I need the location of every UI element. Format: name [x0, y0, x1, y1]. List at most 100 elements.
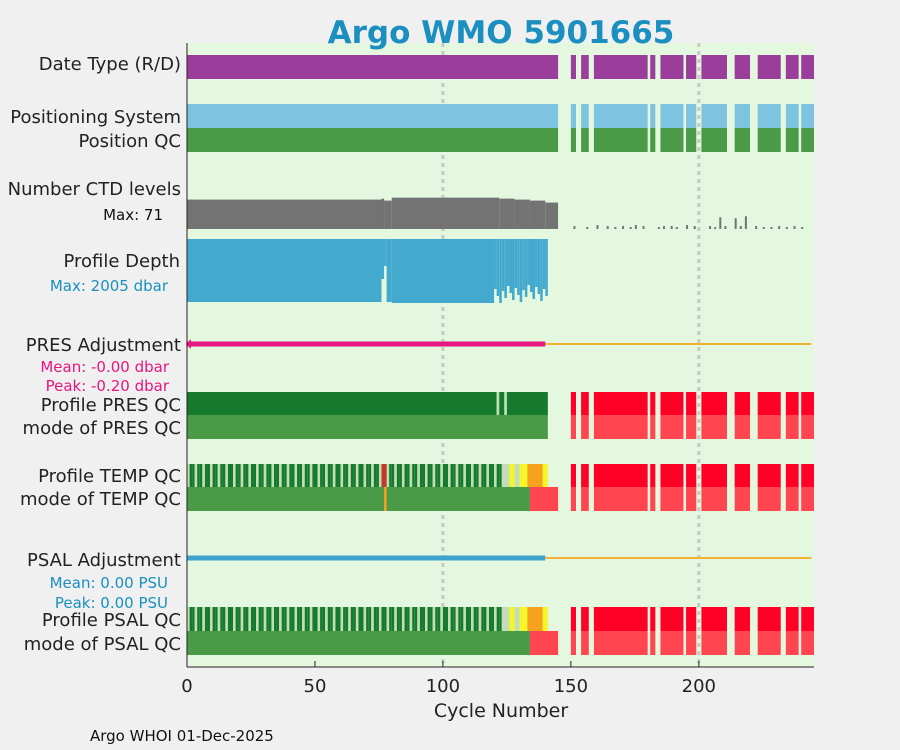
temp-profile-qc-bar	[314, 464, 318, 488]
psal-profile-qc-bar	[307, 607, 310, 631]
temp-profile-qc-bar	[488, 464, 492, 488]
psal-profile-qc-bar	[481, 607, 484, 631]
temp-profile-qc-bar	[261, 464, 264, 488]
temp-profile-qc-bar	[442, 464, 446, 488]
psal-profile-qc-bar	[340, 607, 344, 631]
temp-profile-qc-bar	[460, 464, 464, 488]
positioning-system-bar	[686, 104, 697, 128]
ctd-levels-point	[634, 225, 637, 229]
psal-profile-qc-bar	[304, 607, 308, 631]
temp-mode-qc-bar	[187, 487, 530, 511]
label-profile-psal-qc: Profile PSAL QC	[42, 610, 181, 631]
profile-depth-bar	[506, 239, 510, 286]
psal-profile-qc-bar	[363, 607, 367, 631]
psal-profile-qc-bar	[248, 607, 251, 631]
temp-profile-qc-bar	[412, 464, 415, 488]
temp-profile-qc-bar	[294, 464, 298, 488]
psal-profile-qc-bar	[345, 607, 349, 631]
psal-profile-qc-bar	[422, 607, 426, 631]
profile-depth-bar	[501, 239, 505, 291]
temp-mode-qc-bar	[660, 487, 684, 511]
label-profile-temp-qc: Profile TEMP QC	[38, 466, 181, 487]
temp-profile-qc-bar	[417, 464, 420, 488]
pres-profile-qc-bar	[506, 392, 548, 416]
pres-peak-label: Peak: -0.20 dbar	[46, 377, 170, 395]
temp-profile-qc-bar	[240, 464, 244, 488]
temp-profile-qc-bar	[499, 464, 502, 488]
temp-profile-qc-bar	[348, 464, 351, 488]
data-type-bar	[734, 55, 751, 79]
psal-profile-qc-bar	[468, 607, 472, 631]
position-qc-bar	[187, 128, 559, 152]
temp-profile-qc-bar	[455, 464, 459, 488]
temp-profile-qc-bar	[519, 464, 528, 488]
temp-mode-qc-bar	[701, 487, 727, 511]
temp-mode-qc-bar	[581, 487, 589, 511]
temp-profile-qc-bar	[343, 464, 346, 488]
profile-depth-bar	[512, 239, 515, 300]
psal-mode-qc-bar	[187, 631, 530, 655]
psal-profile-qc-bar	[366, 607, 369, 631]
temp-profile-qc-bar	[286, 464, 290, 488]
psal-profile-qc-bar	[450, 607, 454, 631]
psal-mean-label: Mean: 0.00 PSU	[50, 574, 168, 592]
temp-profile-qc-bar	[404, 464, 408, 488]
psal-profile-qc-bar	[268, 607, 272, 631]
ctd-levels-point	[755, 226, 758, 229]
profile-depth-bar	[509, 239, 513, 293]
pres-mode-qc-bar	[701, 415, 727, 439]
label-data-type: Date Type (R/D)	[39, 54, 181, 75]
x-tick-label-0: 0	[181, 676, 192, 697]
psal-profile-qc-bar	[355, 607, 359, 631]
temp-profile-qc-bar	[266, 464, 269, 488]
positioning-system-bar	[650, 104, 656, 128]
psal-profile-qc-bar	[235, 607, 239, 631]
temp-profile-qc-bar	[514, 464, 520, 488]
psal-mode-qc-bar	[581, 631, 589, 655]
temp-mode-qc-bar	[529, 487, 559, 511]
temp-profile-qc-bar	[332, 464, 336, 488]
temp-profile-qc-bar	[194, 464, 198, 488]
psal-profile-qc-bar	[368, 607, 372, 631]
psal-profile-qc-bar	[417, 607, 420, 631]
temp-profile-qc-bar	[281, 464, 285, 488]
ctd-levels-point	[719, 217, 722, 229]
psal-profile-qc-bar	[256, 607, 259, 631]
position-qc-bar	[660, 128, 684, 152]
positioning-system-bar	[757, 104, 781, 128]
temp-profile-qc-bar	[258, 464, 262, 488]
psal-profile-qc-bar	[294, 607, 298, 631]
psal-profile-qc-bar	[233, 607, 236, 631]
temp-profile-qc-bar	[419, 464, 423, 488]
psal-profile-qc-bar	[501, 607, 510, 631]
psal-profile-qc-bar	[407, 607, 410, 631]
psal-profile-qc-bar	[371, 607, 374, 631]
data-type-bar	[757, 55, 781, 79]
pres-mode-qc-bar	[581, 415, 589, 439]
psal-profile-qc-bar	[491, 607, 495, 631]
temp-profile-qc-bar	[581, 464, 589, 488]
psal-profile-qc-bar	[785, 607, 799, 631]
pres-profile-qc-bar	[660, 392, 684, 416]
position-qc-bar	[593, 128, 648, 152]
profile-depth-bar	[517, 239, 520, 295]
profile-depth-bar	[524, 239, 528, 297]
psal-profile-qc-bar	[757, 607, 781, 631]
ctd-levels-point	[801, 227, 804, 229]
x-axis: 0 50 100 150 200	[181, 43, 814, 697]
chart-marks	[186, 43, 814, 667]
temp-profile-qc-bar	[248, 464, 251, 488]
pres-profile-qc-bar	[504, 392, 507, 416]
temp-mode-qc-bar	[384, 487, 387, 511]
positioning-system-bar	[785, 104, 799, 128]
pres-mode-qc-bar	[187, 415, 548, 439]
psal-profile-qc-bar	[473, 607, 477, 631]
profile-depth-bar	[542, 239, 546, 289]
temp-profile-qc-bar	[322, 464, 326, 488]
ctd-levels-point	[622, 226, 625, 229]
temp-profile-qc-bar	[366, 464, 369, 488]
psal-profile-qc-bar	[476, 607, 479, 631]
temp-mode-qc-bar	[570, 487, 576, 511]
temp-profile-qc-bar	[220, 464, 223, 488]
ctd-levels-point	[642, 226, 645, 229]
